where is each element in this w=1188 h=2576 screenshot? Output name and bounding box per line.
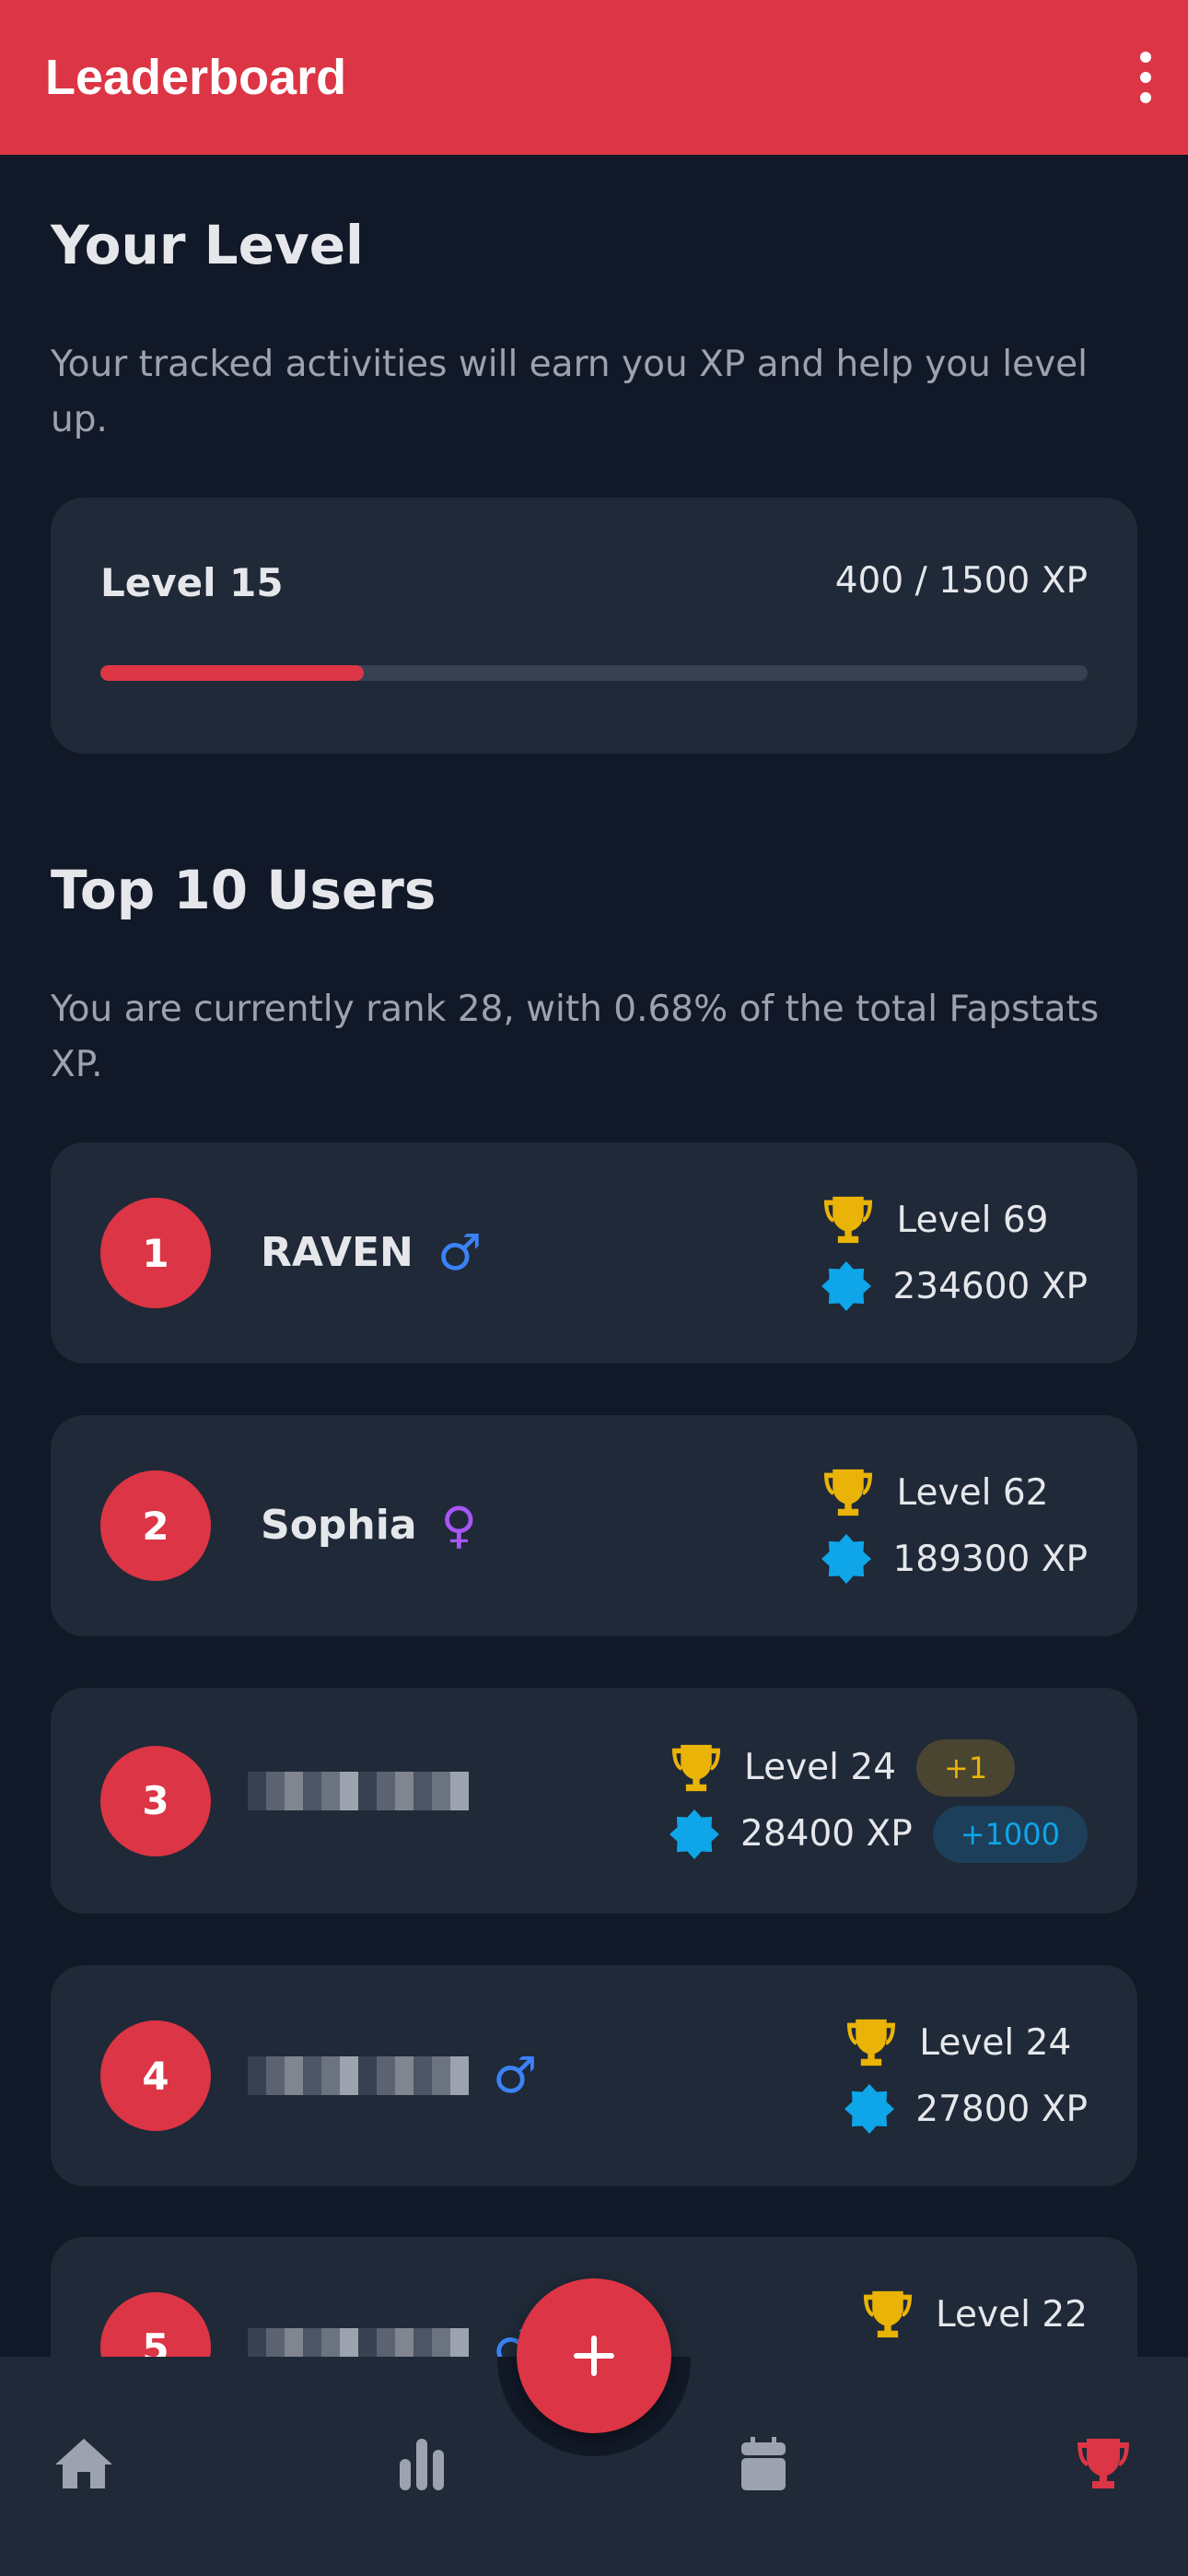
user-level: Level 22 (936, 2293, 1088, 2336)
username: RAVEN (261, 1229, 413, 1276)
xp-label: 400 / 1500 XP (834, 560, 1088, 602)
male-icon: ♂ (493, 2046, 538, 2104)
xp-delta-badge: +1000 (932, 1805, 1088, 1863)
female-icon: ♀ (440, 1496, 478, 1554)
xp-badge-icon (844, 2084, 895, 2134)
leaderboard-row[interactable]: 2 Sophia ♀ Level 62 189300 XP (51, 1415, 1137, 1636)
xp-badge-icon (670, 1809, 720, 1859)
xp-badge-icon (821, 1534, 872, 1584)
nav-stats[interactable] (398, 2437, 446, 2494)
leaderboard-row[interactable]: 1 RAVEN ♂ Level 69 234600 XP (51, 1142, 1137, 1364)
rank-badge: 2 (100, 1470, 211, 1581)
user-xp: 189300 XP (892, 1538, 1088, 1580)
app-header: Leaderboard (0, 0, 1188, 155)
user-xp: 234600 XP (892, 1265, 1088, 1307)
user-level: Level 24 (919, 2021, 1072, 2064)
trophy-icon (847, 2019, 896, 2067)
male-icon: ♂ (437, 1224, 483, 1282)
trophy-icon (824, 1196, 873, 1244)
level-delta-badge: +1 (916, 1739, 1016, 1797)
level-progress-fill (100, 665, 365, 681)
user-name: Sophia ♀ (261, 1496, 477, 1554)
trophy-icon (671, 1744, 721, 1791)
add-button[interactable] (517, 2278, 671, 2433)
user-name: ♂ (248, 2046, 537, 2104)
top-users-heading: Top 10 Users (51, 859, 437, 921)
user-level: Level 62 (896, 1471, 1049, 1514)
user-name: RAVEN ♂ (261, 1224, 482, 1282)
calendar-icon (741, 2437, 786, 2490)
user-level: Level 69 (896, 1199, 1049, 1241)
user-xp: 28400 XP (740, 1813, 913, 1855)
your-level-heading: Your Level (51, 214, 364, 276)
nav-home[interactable] (53, 2437, 114, 2494)
user-xp: 27800 XP (915, 2088, 1088, 2130)
plus-icon (574, 2336, 614, 2376)
pixelated-username (248, 1771, 469, 1810)
user-stats: Level 62 189300 XP (821, 1468, 1088, 1584)
trophy-icon (863, 2290, 913, 2338)
user-level: Level 24 (744, 1747, 897, 1788)
rank-badge: 3 (100, 1745, 211, 1856)
top-users-description: You are currently rank 28, with 0.68% of… (51, 989, 1100, 1085)
user-name (248, 1771, 469, 1810)
trophy-icon (824, 1469, 873, 1516)
stats-icon (400, 2439, 444, 2490)
xp-badge-icon (821, 1261, 872, 1311)
your-level-description: Your tracked activities will earn you XP… (51, 344, 1088, 440)
leaderboard-row[interactable]: 4 ♂ Level 24 27800 XP (51, 1965, 1137, 2186)
rank-badge: 1 (100, 1198, 211, 1308)
user-stats: Level 69 234600 XP (821, 1195, 1088, 1311)
username: Sophia (261, 1502, 417, 1549)
home-icon (55, 2439, 112, 2488)
level-label: Level 15 (100, 560, 284, 605)
trophy-icon (1077, 2439, 1129, 2488)
user-stats: Level 22 (860, 2289, 1088, 2339)
rank-badge: 4 (100, 2020, 211, 2131)
nav-calendar[interactable] (740, 2437, 787, 2494)
level-progress-bar (100, 665, 1088, 681)
user-stats: Level 24 +1 28400 XP +1000 (669, 1739, 1088, 1863)
more-vertical-icon[interactable] (1140, 52, 1151, 103)
nav-leaderboard[interactable] (1074, 2437, 1133, 2494)
page-title: Leaderboard (45, 50, 347, 105)
user-stats: Level 24 27800 XP (844, 2018, 1088, 2134)
leaderboard-row[interactable]: 3 Level 24 +1 28400 XP +1000 (51, 1688, 1137, 1914)
pixelated-username (248, 2055, 469, 2095)
level-card: Level 15 400 / 1500 XP (51, 498, 1137, 754)
